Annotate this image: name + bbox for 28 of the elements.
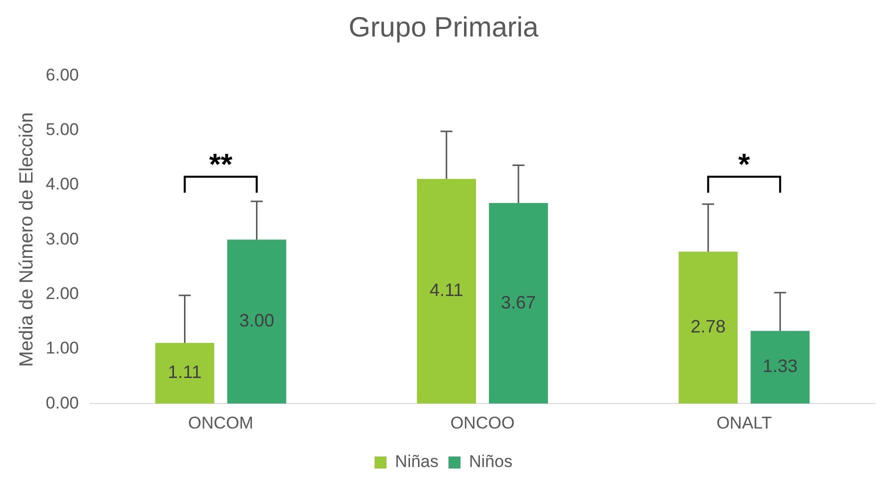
annotation: ** (209, 148, 233, 182)
annotation: * (738, 148, 750, 182)
bar (416, 178, 476, 404)
y-tick-label: 2.00 (46, 284, 79, 303)
data-label: 2.78 (690, 316, 726, 337)
data-label: 1.11 (168, 362, 202, 382)
bar (227, 240, 286, 404)
y-tick-label: 4.00 (46, 174, 79, 194)
chart-title: Grupo Primaria (348, 12, 539, 43)
data-label: 4.11 (430, 280, 464, 300)
y-tick-label: 6.00 (46, 65, 79, 84)
y-tick-label: 0.00 (46, 393, 79, 412)
x-tick-label: ONCOM (188, 413, 254, 432)
legend-label: Niñas (395, 452, 439, 472)
x-tick-label: ONCOO (450, 413, 515, 432)
data-label: 3.67 (500, 292, 536, 312)
y-tick-label: 5.00 (46, 120, 79, 139)
x-tick-label: ONALT (716, 413, 772, 432)
bar (678, 252, 738, 404)
y-tick-label: 3.00 (46, 229, 79, 248)
y-axis-title: Media de Número de Elección (16, 112, 38, 367)
legend-label: Niños (469, 452, 512, 472)
bar (155, 342, 214, 404)
y-tick-label: 1.00 (46, 338, 79, 358)
bar (488, 202, 548, 404)
data-label: 1.33 (762, 356, 798, 376)
bar (750, 330, 810, 404)
data-label: 3.00 (239, 310, 274, 331)
